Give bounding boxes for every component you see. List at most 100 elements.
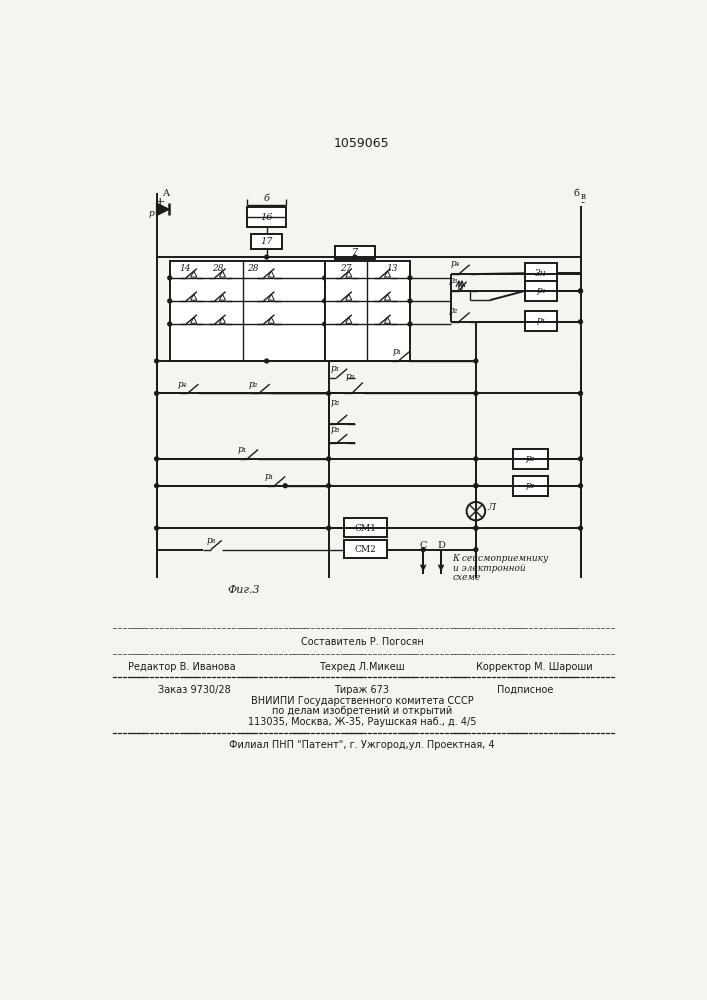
- Text: Филиал ПНП "Патент", г. Ужгород,ул. Проектная, 4: Филиал ПНП "Патент", г. Ужгород,ул. Прое…: [229, 740, 495, 750]
- Polygon shape: [156, 203, 169, 215]
- Bar: [251, 234, 282, 249]
- Circle shape: [474, 457, 478, 461]
- Text: р₄: р₄: [177, 380, 187, 389]
- Text: Л: Л: [487, 503, 496, 512]
- Circle shape: [327, 391, 331, 395]
- Circle shape: [327, 484, 331, 488]
- Circle shape: [168, 299, 172, 303]
- Circle shape: [408, 276, 412, 280]
- Circle shape: [284, 484, 287, 488]
- Text: Зн: Зн: [535, 269, 547, 278]
- Text: р₈: р₈: [206, 536, 216, 545]
- Circle shape: [474, 484, 478, 488]
- Bar: [525, 263, 557, 283]
- Circle shape: [327, 526, 331, 530]
- Text: 17: 17: [260, 237, 273, 246]
- Circle shape: [168, 276, 172, 280]
- Circle shape: [474, 548, 478, 552]
- Text: в: в: [580, 192, 585, 201]
- Circle shape: [578, 484, 583, 488]
- Text: Подписное: Подписное: [497, 685, 554, 695]
- Circle shape: [168, 322, 172, 326]
- Text: ВНИИПИ Государственного комитета СССР: ВНИИПИ Государственного комитета СССР: [250, 696, 473, 706]
- Text: К сейсмоприемнику: К сейсмоприемнику: [452, 554, 549, 563]
- Circle shape: [155, 457, 158, 461]
- Text: -: -: [580, 196, 585, 209]
- Text: по делам изобретений и открытий: по делам изобретений и открытий: [271, 706, 452, 716]
- Text: р₁: р₁: [237, 445, 247, 454]
- Text: Корректор М. Шароши: Корректор М. Шароши: [476, 662, 592, 672]
- Text: СМ2: СМ2: [354, 545, 376, 554]
- Text: р₃: р₃: [330, 425, 339, 434]
- Circle shape: [155, 359, 158, 363]
- Circle shape: [264, 255, 269, 259]
- Text: +: +: [154, 196, 165, 209]
- Text: р₃: р₃: [526, 454, 535, 463]
- Circle shape: [155, 526, 158, 530]
- Text: A: A: [163, 189, 170, 198]
- Text: р₂: р₂: [249, 380, 258, 389]
- Circle shape: [264, 359, 269, 363]
- Text: Техред Л.Микеш: Техред Л.Микеш: [319, 662, 405, 672]
- Text: 7: 7: [352, 248, 358, 257]
- Circle shape: [421, 548, 425, 552]
- Circle shape: [323, 299, 327, 303]
- Bar: [513, 449, 548, 469]
- Circle shape: [474, 484, 478, 488]
- Text: 13: 13: [387, 264, 398, 273]
- Text: р₁: р₁: [392, 347, 402, 356]
- Text: Редактор В. Иванова: Редактор В. Иванова: [127, 662, 235, 672]
- Text: р₂: р₂: [449, 306, 458, 315]
- Bar: [325, 261, 410, 361]
- Text: р₃: р₃: [449, 276, 458, 285]
- Text: р₁: р₁: [330, 364, 339, 373]
- Text: C: C: [419, 541, 427, 550]
- Text: Составитель Р. Погосян: Составитель Р. Погосян: [300, 637, 423, 647]
- Text: СМ1: СМ1: [354, 524, 376, 533]
- Text: р₄: р₄: [537, 286, 546, 295]
- Text: р₂: р₂: [526, 481, 535, 490]
- Text: p: p: [149, 209, 155, 218]
- Circle shape: [578, 391, 583, 395]
- Text: р₃: р₃: [346, 372, 355, 381]
- Text: р₂: р₂: [330, 398, 339, 407]
- Circle shape: [408, 322, 412, 326]
- Text: D: D: [437, 541, 445, 550]
- Bar: [525, 281, 557, 301]
- Text: 28: 28: [212, 264, 224, 273]
- Text: Фиг.3: Фиг.3: [227, 585, 259, 595]
- Text: р₄: р₄: [450, 259, 460, 268]
- Circle shape: [323, 276, 327, 280]
- Text: Тираж 673: Тираж 673: [334, 685, 390, 695]
- Text: 1059065: 1059065: [334, 137, 390, 150]
- Bar: [344, 540, 387, 558]
- Text: Заказ 9730/28: Заказ 9730/28: [158, 685, 231, 695]
- Text: 27: 27: [340, 264, 352, 273]
- Bar: [247, 207, 286, 227]
- Bar: [513, 476, 548, 496]
- Circle shape: [327, 457, 331, 461]
- Text: 14: 14: [180, 264, 192, 273]
- Circle shape: [353, 255, 357, 259]
- Text: схеме: схеме: [452, 573, 481, 582]
- Circle shape: [578, 289, 583, 293]
- Circle shape: [408, 299, 412, 303]
- Text: 16: 16: [260, 213, 273, 222]
- Circle shape: [474, 526, 478, 530]
- Circle shape: [474, 526, 478, 530]
- Text: р₁: р₁: [537, 316, 546, 325]
- Text: р₁: р₁: [264, 472, 274, 481]
- Circle shape: [323, 322, 327, 326]
- Circle shape: [578, 457, 583, 461]
- Bar: [170, 261, 325, 361]
- Circle shape: [578, 289, 583, 293]
- Circle shape: [155, 391, 158, 395]
- Text: 113035, Москва, Ж-35, Раушская наб., д. 4/5: 113035, Москва, Ж-35, Раушская наб., д. …: [247, 717, 477, 727]
- Text: б: б: [264, 194, 269, 203]
- Bar: [335, 246, 375, 259]
- Circle shape: [474, 359, 478, 363]
- Bar: [525, 311, 557, 331]
- Circle shape: [578, 526, 583, 530]
- Bar: [344, 518, 387, 537]
- Circle shape: [155, 484, 158, 488]
